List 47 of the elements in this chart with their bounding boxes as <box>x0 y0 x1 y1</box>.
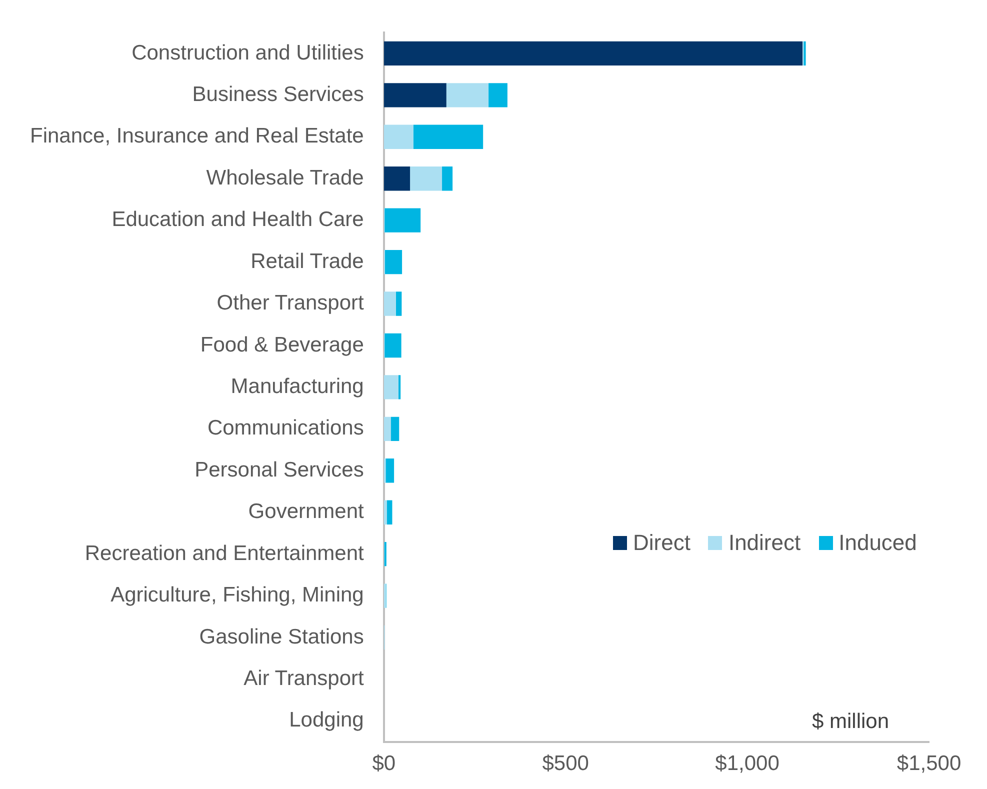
bar <box>384 41 803 66</box>
bar <box>384 208 421 232</box>
bar <box>413 124 484 149</box>
y-tick-label: Recreation and Entertainment <box>84 542 364 565</box>
legend-label: Direct <box>633 530 690 556</box>
y-tick-label: Personal Services <box>194 458 364 482</box>
y-tick-label: Food & Beverage <box>200 333 364 356</box>
y-tick-label: Manufacturing <box>230 374 364 398</box>
x-tick-label: $0 <box>372 752 396 776</box>
legend-label: Induced <box>838 530 917 556</box>
bar <box>384 500 387 524</box>
y-tick-label: Education and Health Care <box>112 208 364 232</box>
legend-label: Indirect <box>728 530 801 556</box>
y-tick-label: Air Transport <box>244 667 364 690</box>
y-tick-label: Gasoline Stations <box>199 625 364 648</box>
bar <box>384 166 410 191</box>
y-tick-label: Government <box>248 500 364 524</box>
annotation: $ million <box>812 710 890 734</box>
bar <box>390 416 400 442</box>
bar <box>398 375 401 400</box>
y-tick-label: Retail Trade <box>250 250 364 273</box>
bar <box>386 458 394 483</box>
bar <box>442 166 453 191</box>
y-tick-label: Communications <box>207 416 364 440</box>
bar <box>384 375 398 400</box>
bar <box>384 83 446 108</box>
bar <box>446 83 489 108</box>
x-tick-label: $500 <box>542 752 589 776</box>
y-tick-label: Construction and Utilities <box>132 41 364 64</box>
x-tick-label: $1,000 <box>715 752 780 776</box>
bar <box>384 292 396 316</box>
bar <box>384 124 414 149</box>
bar <box>384 250 402 274</box>
x-tick-label: $1,500 <box>896 752 962 776</box>
y-tick-label: Finance, Insurance and Real Estate <box>30 124 364 148</box>
y-tick-label: Lodging <box>289 708 364 732</box>
y-tick-label: Other Transport <box>216 292 364 315</box>
bar <box>396 292 402 316</box>
bar <box>488 83 508 108</box>
bar <box>384 584 386 608</box>
bar <box>410 166 442 191</box>
y-tick-label: Agriculture, Fishing, Mining <box>110 584 364 607</box>
y-tick-label: Business Services <box>192 82 364 106</box>
bar <box>384 333 402 358</box>
bar <box>384 416 391 442</box>
y-tick-label: Wholesale Trade <box>206 166 364 190</box>
bar <box>386 500 392 524</box>
